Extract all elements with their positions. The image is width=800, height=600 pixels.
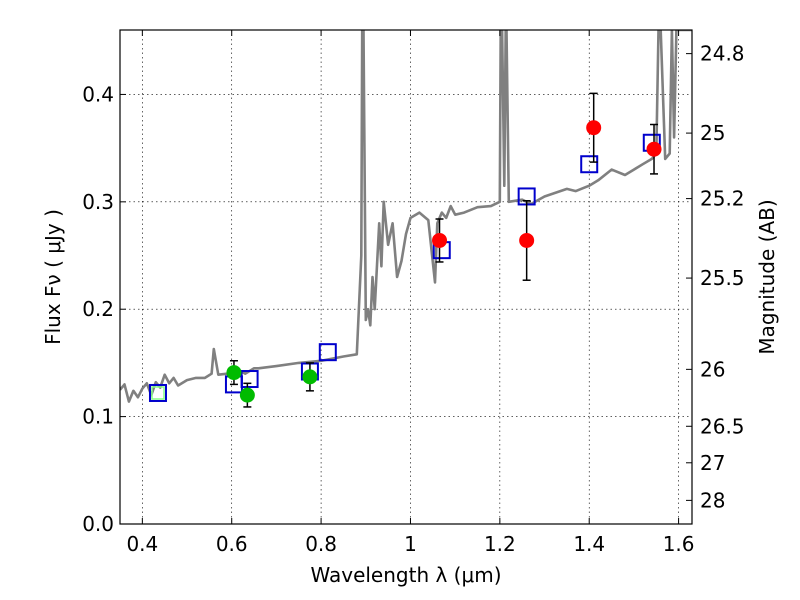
y2-tick-label: 26.5 <box>700 414 745 438</box>
x-tick-label: 0.4 <box>126 532 158 556</box>
optical-point <box>239 387 255 403</box>
x-axis-title: Wavelength λ (μm) <box>310 563 501 587</box>
y2-tick-label: 24.8 <box>700 42 745 66</box>
model-square-marker <box>318 343 337 362</box>
model-square-marker <box>148 383 167 402</box>
x-tick-label: 1 <box>404 532 417 556</box>
model-sed-line <box>120 30 692 403</box>
data-layer <box>120 30 692 408</box>
nir-point <box>646 141 662 157</box>
x-tick-label: 0.6 <box>216 532 248 556</box>
y-axis-title: Flux Fν ( μJy ) <box>41 209 65 345</box>
plot-background <box>120 30 692 524</box>
x-tick-label: 0.8 <box>305 532 337 556</box>
y2-tick-label: 25.5 <box>700 266 745 290</box>
x-tick-label: 1.2 <box>484 532 516 556</box>
y2-tick-label: 26 <box>700 357 725 381</box>
nir-point <box>432 232 448 248</box>
x-tick-label: 1.6 <box>663 532 695 556</box>
y-tick-label: 0.0 <box>82 512 114 536</box>
x-tick-label: 1.4 <box>573 532 605 556</box>
nir-point <box>519 232 535 248</box>
optical-point <box>226 365 242 381</box>
y-tick-label: 0.3 <box>82 190 114 214</box>
y2-axis-title: Magnitude (AB) <box>755 199 779 354</box>
y-tick-label: 0.4 <box>82 82 114 106</box>
nir-point <box>586 120 602 136</box>
y-tick-label: 0.2 <box>82 297 114 321</box>
model-square-inner <box>151 386 165 400</box>
model-square-marker <box>240 370 259 389</box>
y2-tick-label: 25.2 <box>700 187 745 211</box>
ticks: 0.4 0.6 0.8 1 1.2 1.4 1.6 0.0 0.1 0.2 0.3 0.4 24.8 25… <box>82 30 745 556</box>
y2-tick-label: 28 <box>700 488 725 512</box>
plot-frame <box>119 29 693 525</box>
y2-tick-label: 25 <box>700 121 725 145</box>
y2-tick-label: 27 <box>700 451 725 475</box>
optical-point <box>302 369 318 385</box>
y-tick-label: 0.1 <box>82 405 114 429</box>
model-square-marker <box>580 155 599 174</box>
